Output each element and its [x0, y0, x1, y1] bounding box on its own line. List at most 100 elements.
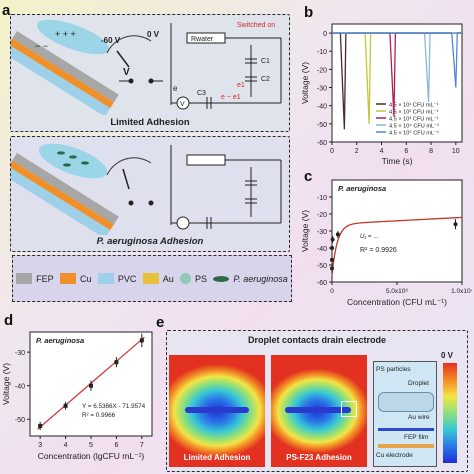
x-tick-label-b: 6: [404, 148, 408, 155]
chart-d: -30 -40 -50 3 4 5 6 7 Concentration (lgCFU mL⁻¹)…: [1, 331, 153, 461]
y-tick-label-d: -40: [15, 384, 25, 391]
legend-item-aeruginosa: P. aeruginosa: [213, 274, 288, 284]
c3-label: C3: [197, 90, 206, 97]
y-tick-label-d: -50: [15, 417, 25, 424]
x-axis-label-d: Concentration (lgCFU mL⁻¹): [38, 451, 145, 461]
y-axis-label-d: Voltage (V): [1, 363, 11, 405]
x-tick-label-d: 6: [114, 442, 118, 449]
voltage-right: 0 V: [147, 30, 160, 39]
panel-e-box: Droplet contacts drain electrode Limited…: [166, 330, 468, 472]
series-line-b: [332, 32, 462, 88]
y-tick-label-d: -30: [15, 350, 25, 357]
data-point-d: [89, 383, 93, 388]
legend-item-fep: FEP: [16, 273, 54, 284]
chart-c: -10 -20 -30 -40 -50 -600 5.0x10⁶ 1.0x10⁷ Concent…: [300, 179, 472, 307]
fit-r2-d: R² = 0.9966: [82, 412, 116, 419]
panel-a-top-box: + + + − − -60 V 0 V V e Rwater Switched …: [3, 14, 290, 132]
y-tick-label-b: -40: [317, 104, 327, 111]
data-point-d: [38, 423, 43, 428]
x-tick-label-c: 0: [330, 288, 334, 295]
x-tick-label-d: 4: [64, 442, 68, 449]
panel-a-legend: FEP Cu PVC Au PS P. aeruginosa: [12, 255, 292, 302]
plot-area-c: [331, 179, 463, 283]
y-tick-label-b: -60: [317, 140, 327, 147]
x-tick-label-d: 7: [140, 442, 144, 449]
chart-title-d: P. aeruginosa: [36, 336, 84, 345]
svg-text:V: V: [180, 101, 185, 108]
formula-c: U₁ = …: [360, 234, 379, 240]
x-tick-label-d: 3: [38, 442, 42, 449]
heatmap-ps-f23: PS-F23 Adhesion: [271, 355, 367, 467]
x-axis-label-c: Concentration (CFU mL⁻¹): [347, 297, 447, 307]
x-tick-label-b: 2: [355, 148, 359, 155]
fit-equation-d: Y = 6.5366X - 71.9574: [82, 403, 146, 410]
data-point-c: [330, 237, 335, 242]
legend-item-pvc: PVC: [97, 273, 136, 284]
voltage-left: -60 V: [101, 36, 121, 45]
data-point-c: [330, 246, 335, 250]
panel-a-label: a: [2, 2, 11, 19]
y-axis-label-c: Voltage (V): [300, 210, 310, 252]
y-tick-label-b: -30: [317, 86, 327, 93]
y-tick-label-c: -10: [317, 195, 327, 202]
c1-label: C1: [261, 58, 270, 65]
panel-a: + + + − − -60 V 0 V V e Rwater Switched …: [2, 2, 292, 302]
legend-item-ps: PS: [180, 273, 207, 284]
heatmap-ps-f23-caption: PS-F23 Adhesion: [286, 453, 352, 462]
heatmap-limited: Limited Adhesion: [169, 355, 265, 467]
panel-a-bottom-box: P. aeruginosa Adhesion: [3, 136, 290, 252]
x-tick-label-b: 8: [429, 148, 433, 155]
panel-e-title: Droplet contacts drain electrode: [247, 335, 387, 345]
data-point-c: [335, 232, 340, 237]
y-tick-label-b: 0: [323, 31, 327, 38]
legend-label-b: 4.5 × 10² CFU mL⁻¹: [389, 110, 439, 116]
y-tick-label-b: -50: [317, 122, 327, 129]
svg-text:− −: − −: [35, 41, 48, 51]
legend-item-au: Au: [142, 273, 174, 284]
legend-item-cu: Cu: [60, 273, 92, 284]
colorbar: [443, 363, 457, 463]
r2-c: R² = 0.9926: [360, 247, 397, 254]
legend-label-b: 4.5 × 10⁵ CFU mL⁻¹: [389, 130, 439, 137]
y-tick-label-c: -40: [317, 246, 327, 253]
y-tick-label-b: -20: [317, 67, 327, 74]
data-point-d: [139, 338, 144, 343]
data-point-c: [330, 257, 335, 262]
meter-v: V: [123, 67, 130, 78]
x-tick-label-d: 5: [89, 442, 93, 449]
caption-limited: Limited Adhesion: [110, 117, 190, 128]
legend-label-b: 4.5 × 10⁴ CFU mL⁻¹: [389, 123, 439, 130]
scale-label: 0 V: [441, 351, 454, 360]
y-tick-label-c: -20: [317, 212, 327, 219]
e-label: e: [173, 84, 178, 93]
panel-b-label: b: [304, 4, 314, 21]
caption-aeruginosa: P. aeruginosa Adhesion: [96, 236, 204, 247]
x-tick-label-b: 10: [452, 148, 460, 155]
switch-label: Switched on: [237, 22, 275, 29]
panel-c-label: c: [304, 168, 313, 185]
y-tick-label-c: -30: [317, 229, 327, 236]
data-point-c: [453, 222, 458, 227]
bottom-schematic: [3, 143, 282, 239]
zoom-inset: PS particles Droplet Au wire FEP film Cu…: [373, 361, 437, 467]
legend-label-b: 4.5 × 10¹ CFU mL⁻¹: [389, 103, 439, 109]
e1-label: e1: [237, 82, 245, 89]
data-point-c: [330, 266, 335, 271]
data-point-d: [63, 403, 68, 408]
c2-label: C2: [261, 76, 270, 83]
x-axis-label-b: Time (s): [382, 156, 413, 166]
x-tick-label-b: 0: [330, 148, 334, 155]
y-axis-label-b: Voltage (V): [300, 62, 310, 104]
chart-title-c: P. aeruginosa: [338, 184, 386, 193]
panel-d-label: d: [4, 312, 14, 329]
legend-label-b: 4.5 × 10³ CFU mL⁻¹: [389, 117, 439, 123]
svg-text:+ + +: + + +: [55, 29, 76, 39]
heatmap-limited-caption: Limited Adhesion: [183, 453, 251, 462]
e-minus-e1: e − e1: [221, 94, 241, 101]
y-tick-label-c: -60: [317, 280, 327, 287]
plot-area-b: [331, 23, 463, 143]
y-tick-label-c: -50: [317, 263, 327, 270]
x-tick-label-b: 4: [380, 148, 384, 155]
